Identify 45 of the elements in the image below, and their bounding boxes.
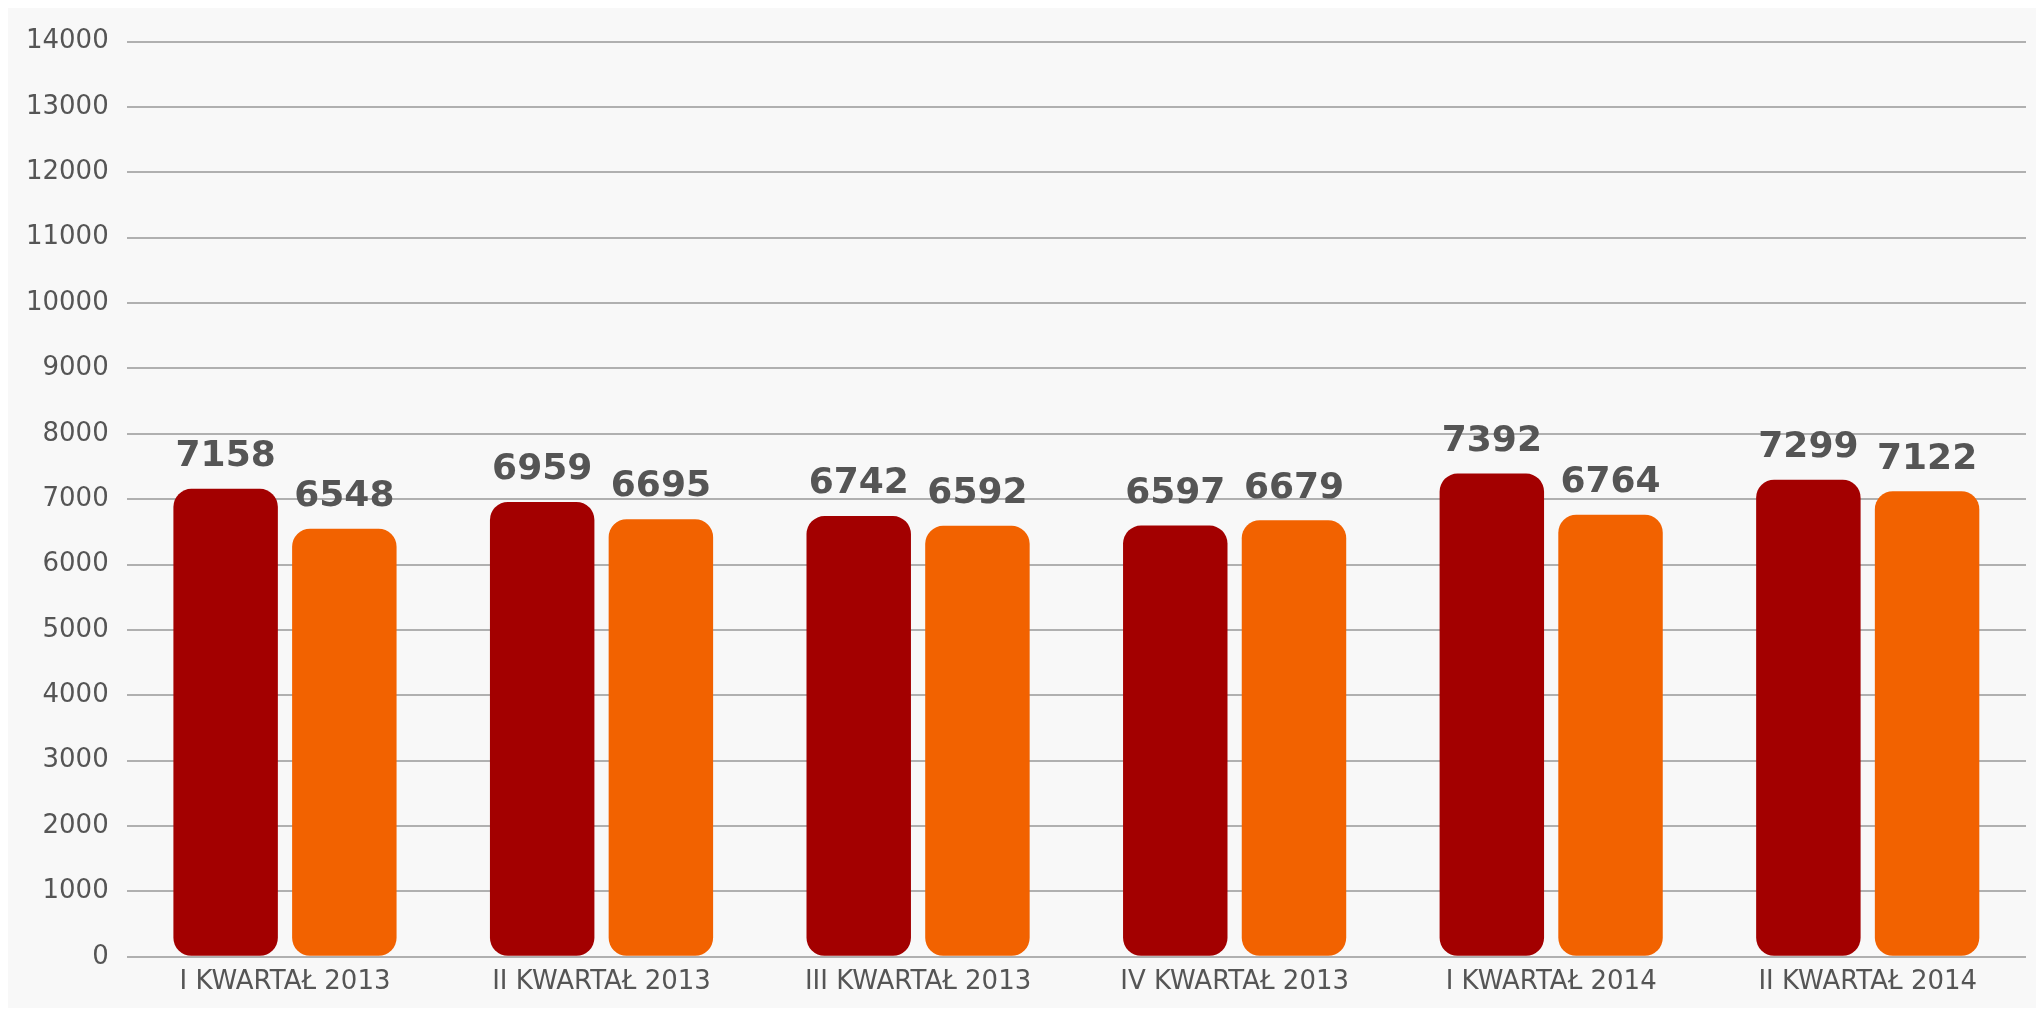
data-label: 6592	[927, 470, 1028, 512]
bar	[608, 519, 714, 956]
data-label: 6695	[610, 463, 711, 505]
data-label: 7392	[1441, 417, 1542, 459]
y-tick-label: 9000	[42, 351, 109, 382]
data-label: 6764	[1560, 458, 1661, 500]
data-label: 7122	[1876, 435, 1978, 477]
bar	[1241, 520, 1347, 956]
y-tick-label: 1000	[42, 874, 109, 905]
y-tick-label: 0	[92, 939, 109, 970]
data-label: 6548	[294, 473, 395, 515]
bar	[1439, 473, 1545, 956]
bar	[489, 501, 595, 956]
bar	[806, 516, 911, 956]
data-label: 6742	[808, 460, 909, 502]
bar	[925, 525, 1030, 956]
data-label: 7158	[175, 433, 276, 475]
y-tick-label: 13000	[25, 89, 109, 120]
y-tick-label: 6000	[42, 547, 109, 578]
x-tick-label: II KWARTAŁ 2013	[492, 965, 711, 996]
x-tick-label: IV KWARTAŁ 2013	[1120, 965, 1350, 996]
data-label: 6679	[1243, 464, 1345, 506]
data-label: 6597	[1125, 469, 1226, 511]
y-tick-label: 7000	[42, 481, 109, 512]
y-tick-label: 5000	[42, 612, 109, 643]
bar	[292, 528, 397, 956]
bar	[1756, 479, 1861, 956]
y-tick-label: 11000	[25, 220, 109, 251]
data-label: 6959	[492, 446, 593, 488]
x-tick-label: I KWARTAŁ 2014	[1445, 965, 1657, 996]
y-tick-label: 2000	[42, 808, 109, 839]
bar	[1874, 491, 1980, 956]
bar	[1123, 525, 1228, 956]
bar	[173, 488, 278, 956]
x-tick-label: I KWARTAŁ 2013	[179, 965, 391, 996]
bar	[1558, 514, 1663, 956]
y-tick-label: 8000	[42, 416, 109, 447]
y-tick-label: 4000	[42, 678, 109, 709]
x-tick-label: III KWARTAŁ 2013	[804, 965, 1032, 996]
y-tick-label: 12000	[25, 155, 109, 186]
y-tick-label: 14000	[25, 24, 109, 55]
y-tick-label: 10000	[25, 285, 109, 316]
y-tick-label: 3000	[42, 743, 109, 774]
data-label: 7299	[1758, 424, 1859, 466]
x-tick-label: II KWARTAŁ 2014	[1758, 965, 1978, 996]
